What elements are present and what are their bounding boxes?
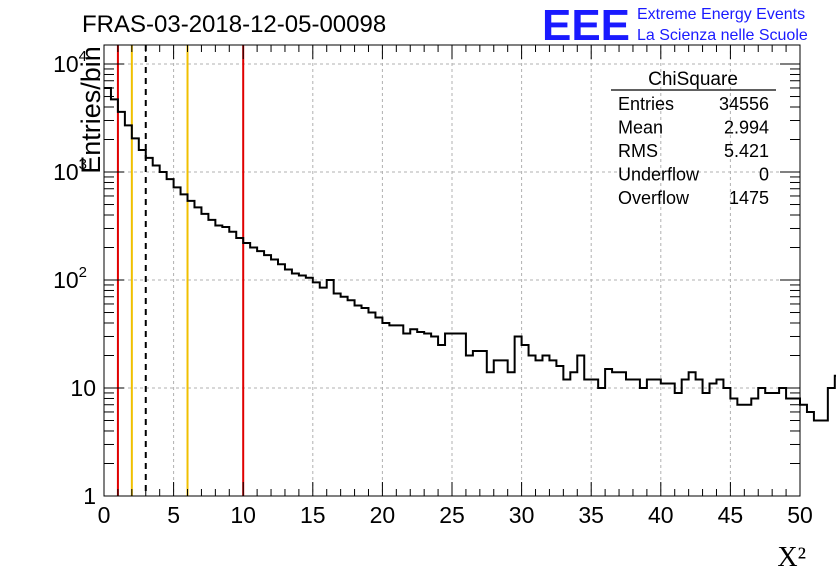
stats-row-value: 0	[759, 165, 769, 185]
x-tick-label: 10	[230, 502, 256, 528]
histogram-series	[104, 86, 836, 422]
stats-row-value: 34556	[719, 94, 769, 114]
stats-row-value: 2.994	[724, 118, 769, 138]
y-tick-label: 10	[70, 375, 96, 401]
eee-logo: EEE Extreme Energy Events La Scienza nel…	[542, 1, 808, 50]
y-axis: 1 10 102 103 104	[53, 48, 800, 509]
y-tick-label: 102	[53, 264, 87, 293]
histogram-outline	[104, 86, 836, 422]
x-tick-label: 50	[787, 502, 813, 528]
marker-lines	[116, 45, 245, 496]
stats-row-label: RMS	[618, 141, 658, 161]
logo-line-2: La Scienza nelle Scuole	[637, 27, 808, 44]
stats-row-label: Overflow	[618, 188, 690, 208]
y-tick-label: 103	[53, 156, 87, 185]
y-tick-label: 104	[53, 48, 87, 77]
grid-layer	[104, 45, 800, 496]
chart-title: FRAS-03-2018-12-05-00098	[82, 11, 386, 38]
stats-row-label: Entries	[618, 94, 674, 114]
stats-rows: Entries 34556 Mean 2.994 RMS 5.421 Underflow 0 O…	[618, 94, 769, 208]
x-tick-label: 35	[578, 502, 604, 528]
logo-mark: EEE	[542, 1, 630, 50]
stats-row-label: Underflow	[618, 165, 700, 185]
stats-row-label: Mean	[618, 118, 663, 138]
x-tick-label: 0	[98, 502, 111, 528]
stats-box: ChiSquare Entries 34556 Mean 2.994 RMS 5.421 U…	[611, 69, 776, 208]
stats-row-value: 1475	[729, 188, 769, 208]
y-tick-label: 1	[83, 483, 96, 509]
x-tick-label: 30	[509, 502, 535, 528]
y-axis-label: Entries/bin	[76, 46, 106, 174]
x-tick-label: 25	[439, 502, 465, 528]
x-tick-label: 20	[370, 502, 396, 528]
x-tick-label: 5	[167, 502, 180, 528]
logo-line-1: Extreme Energy Events	[637, 6, 805, 23]
x-tick-label: 45	[718, 502, 744, 528]
x-axis: 0 5 10 15 20 25 30 35 40 45 50	[98, 45, 813, 528]
x-axis-label: X²	[777, 542, 806, 572]
stats-row-value: 5.421	[724, 141, 769, 161]
stats-title: ChiSquare	[648, 69, 738, 90]
x-tick-label: 15	[300, 502, 326, 528]
x-tick-label: 40	[648, 502, 674, 528]
